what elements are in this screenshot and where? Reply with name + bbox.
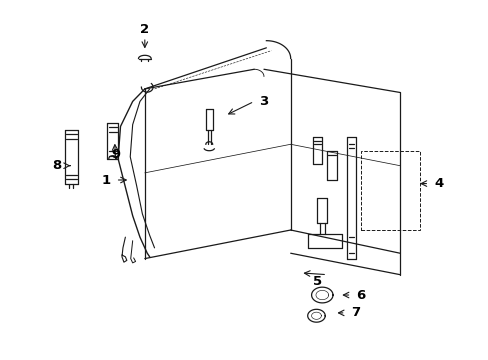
Bar bbox=[361, 152, 419, 230]
Text: 8: 8 bbox=[53, 159, 62, 172]
Text: 4: 4 bbox=[433, 177, 443, 190]
Text: 7: 7 bbox=[350, 306, 359, 319]
Text: 9: 9 bbox=[111, 148, 120, 162]
Text: 3: 3 bbox=[259, 95, 268, 108]
Text: 5: 5 bbox=[312, 275, 321, 288]
Text: 1: 1 bbox=[101, 174, 110, 186]
Text: 2: 2 bbox=[140, 23, 149, 36]
Text: 6: 6 bbox=[356, 288, 365, 302]
